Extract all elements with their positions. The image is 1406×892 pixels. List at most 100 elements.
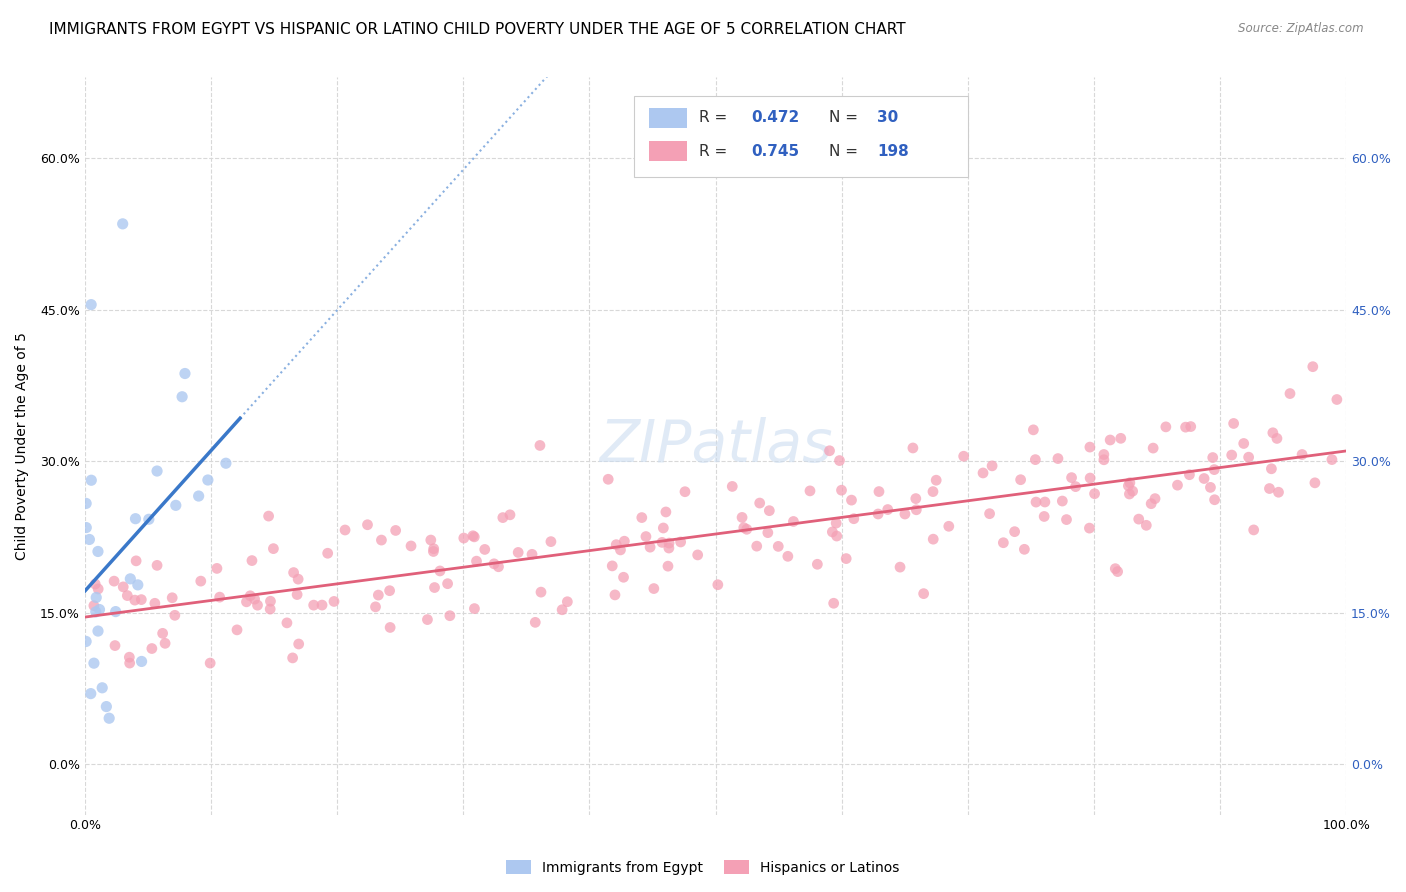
Point	[399, 539, 422, 553]
Point	[165, 499, 187, 513]
Point	[825, 529, 848, 543]
Point	[384, 524, 406, 538]
Point	[474, 542, 496, 557]
Point	[1180, 419, 1202, 434]
Point	[1233, 436, 1256, 450]
Point	[285, 588, 308, 602]
Point	[540, 534, 562, 549]
Point	[83, 656, 105, 670]
FancyBboxPatch shape	[648, 108, 686, 128]
Point	[246, 598, 269, 612]
Point	[733, 521, 755, 535]
Text: 30: 30	[877, 111, 898, 126]
Point	[1202, 450, 1225, 465]
Point	[1060, 470, 1083, 484]
Point	[463, 601, 485, 615]
Point	[287, 572, 309, 586]
Point	[226, 623, 249, 637]
Text: IMMIGRANTS FROM EGYPT VS HISPANIC OR LATINO CHILD POVERTY UNDER THE AGE OF 5 COR: IMMIGRANTS FROM EGYPT VS HISPANIC OR LAT…	[49, 22, 905, 37]
Point	[652, 521, 675, 535]
Point	[658, 536, 681, 550]
Point	[243, 592, 266, 607]
Point	[240, 553, 263, 567]
Point	[429, 564, 451, 578]
Point	[1014, 542, 1036, 557]
Point	[630, 510, 652, 524]
Point	[259, 602, 281, 616]
Point	[1084, 486, 1107, 500]
Point	[508, 545, 530, 559]
Point	[190, 574, 212, 588]
Point	[799, 483, 821, 498]
Point	[1144, 491, 1167, 506]
Point	[364, 599, 387, 614]
Point	[868, 484, 890, 499]
Point	[894, 507, 917, 521]
Point	[259, 594, 281, 608]
Point	[748, 496, 770, 510]
Point	[557, 595, 579, 609]
Point	[1092, 448, 1115, 462]
Point	[131, 655, 153, 669]
Point	[311, 598, 333, 612]
Point	[655, 505, 678, 519]
Point	[952, 449, 974, 463]
Point	[731, 510, 754, 524]
Point	[422, 544, 444, 558]
Point	[416, 613, 439, 627]
Point	[721, 479, 744, 493]
Point	[453, 531, 475, 545]
Point	[669, 535, 692, 549]
Point	[835, 551, 858, 566]
Point	[1178, 467, 1201, 482]
Text: 198: 198	[877, 144, 908, 159]
Point	[609, 542, 631, 557]
Point	[1278, 386, 1301, 401]
Point	[87, 544, 110, 558]
Text: ZIPatlas: ZIPatlas	[599, 417, 832, 475]
Point	[825, 516, 848, 530]
Point	[551, 603, 574, 617]
Point	[160, 591, 183, 605]
Point	[1010, 473, 1032, 487]
Point	[141, 641, 163, 656]
Point	[1122, 484, 1144, 499]
Point	[187, 489, 209, 503]
Point	[972, 466, 994, 480]
Point	[529, 438, 551, 452]
FancyBboxPatch shape	[634, 95, 967, 177]
Point	[104, 605, 127, 619]
Legend: Immigrants from Egypt, Hispanics or Latinos: Immigrants from Egypt, Hispanics or Lati…	[501, 855, 905, 880]
Point	[925, 473, 948, 487]
Point	[125, 554, 148, 568]
Text: R =: R =	[699, 144, 733, 159]
Point	[1154, 420, 1177, 434]
Point	[111, 217, 134, 231]
Point	[117, 589, 139, 603]
Point	[1056, 512, 1078, 526]
Point	[235, 595, 257, 609]
Point	[482, 557, 505, 571]
Point	[1119, 475, 1142, 490]
Point	[205, 561, 228, 575]
Point	[80, 687, 103, 701]
Point	[465, 554, 488, 568]
Point	[283, 566, 305, 580]
Point	[131, 592, 153, 607]
Point	[138, 512, 160, 526]
Point	[1118, 487, 1140, 501]
Text: Source: ZipAtlas.com: Source: ZipAtlas.com	[1239, 22, 1364, 36]
Point	[1199, 480, 1222, 494]
FancyBboxPatch shape	[648, 141, 686, 161]
Point	[302, 598, 325, 612]
Text: 0.745: 0.745	[751, 144, 799, 159]
Point	[841, 493, 863, 508]
Point	[979, 507, 1001, 521]
Point	[80, 473, 103, 487]
Point	[1118, 479, 1140, 493]
Point	[463, 530, 485, 544]
Point	[1046, 451, 1069, 466]
Point	[215, 456, 238, 470]
Point	[806, 558, 828, 572]
Point	[1078, 440, 1101, 454]
